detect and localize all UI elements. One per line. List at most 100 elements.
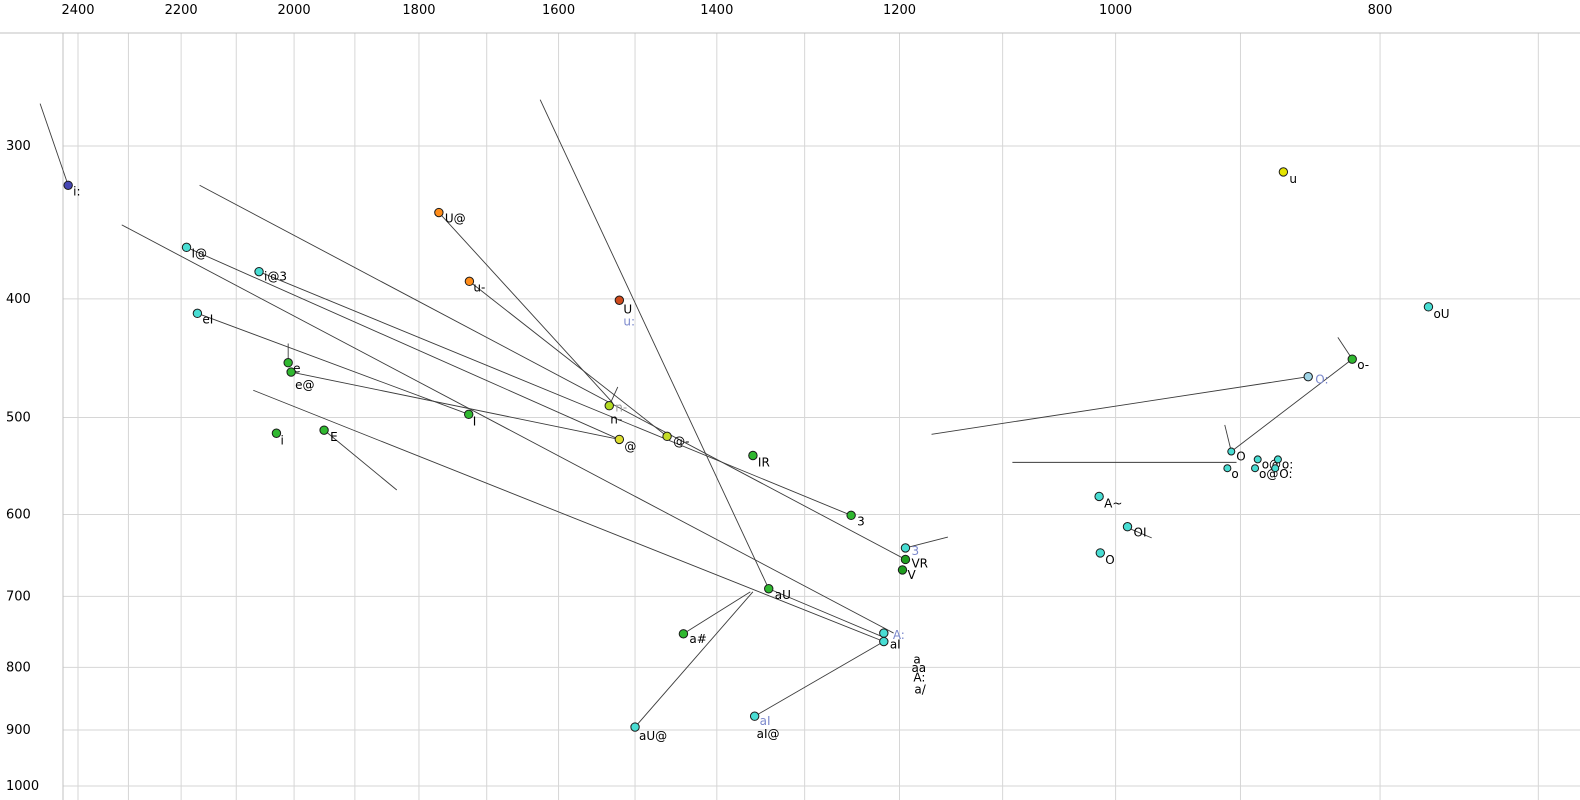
x-tick-label: 2400 — [61, 3, 94, 18]
y-tick-label: 700 — [6, 589, 31, 604]
trajectory-line — [291, 371, 620, 440]
vowel-point — [1122, 522, 1133, 532]
vowel-label: o — [1231, 467, 1238, 481]
vowel-point — [319, 425, 329, 435]
vowel-label: o: — [1282, 457, 1293, 471]
vowel-label: aI — [760, 714, 771, 728]
vowel-label: a — [913, 652, 920, 666]
trajectory-line — [438, 212, 613, 403]
vowel-label: O — [1236, 450, 1245, 464]
trajectory-line — [1224, 424, 1232, 452]
y-tick-label: 300 — [6, 139, 31, 154]
vowel-point — [464, 276, 475, 287]
trajectory-line — [186, 246, 620, 440]
vowel-point — [748, 450, 758, 461]
vowel-label: VR — [911, 556, 928, 570]
vowel-label: O: — [1315, 373, 1328, 387]
y-tick-label: 900 — [6, 723, 31, 738]
vowel-label: V — [907, 568, 916, 582]
vowel-point — [434, 207, 444, 218]
vowel-label: O — [1105, 553, 1114, 567]
y-tick-label: 500 — [6, 411, 31, 426]
vowel-point — [283, 358, 293, 368]
x-tick-label: 1600 — [542, 3, 575, 18]
trajectory-line — [323, 429, 398, 491]
vowel-point — [192, 308, 203, 319]
vowel-point — [897, 565, 908, 575]
vowel-point — [846, 510, 856, 521]
vowel-label: aa — [911, 661, 926, 675]
vowel-point — [1347, 354, 1357, 364]
trajectory-line — [634, 591, 754, 728]
vowel-label: aU@ — [639, 729, 667, 743]
vowel-label: A: — [913, 670, 925, 684]
vowel-label: n- — [615, 401, 627, 415]
vowel-point — [879, 628, 889, 638]
vowel-label: U — [623, 302, 632, 316]
vowel-point — [1227, 447, 1236, 456]
vowel-point — [1303, 371, 1313, 382]
vowel-label: i@3 — [264, 270, 287, 284]
x-tick-label: 2000 — [278, 3, 311, 18]
vowel-point — [1253, 455, 1262, 464]
vowel-label: n- — [610, 413, 622, 427]
x-tick-label: 1000 — [1099, 3, 1132, 18]
vowel-point — [614, 434, 625, 445]
x-tick-label: 2200 — [165, 3, 198, 18]
trajectory-line — [253, 389, 884, 642]
vowel-point — [614, 295, 625, 305]
x-tick-label: 1200 — [883, 3, 916, 18]
vowel-point — [900, 543, 911, 553]
vowel-label: aU — [775, 588, 791, 602]
vowel-label: E — [330, 430, 338, 444]
vowel-point — [1223, 464, 1232, 473]
vowel-label: @- — [673, 434, 689, 448]
vowel-point — [464, 409, 474, 420]
trajectory-line — [1231, 358, 1353, 452]
vowel-point — [1095, 548, 1105, 558]
trajectory-line — [199, 184, 906, 560]
vowel-label: A~ — [1104, 496, 1122, 510]
y-tick-label: 400 — [6, 292, 31, 307]
vowel-point — [678, 629, 689, 639]
vowel-label: eI — [202, 312, 213, 326]
vowel-label: 3 — [911, 544, 919, 558]
trajectory-line — [121, 224, 894, 634]
vowel-point — [254, 266, 264, 277]
x-tick-label: 1800 — [402, 3, 435, 18]
vowel-label: I — [473, 414, 477, 428]
vowel-point — [63, 180, 73, 190]
vowel-point — [286, 367, 296, 377]
vowel-point — [900, 554, 911, 565]
vowel-label: I@ — [192, 246, 208, 260]
x-tick-label: 800 — [1368, 3, 1393, 18]
trajectory-line — [539, 99, 770, 589]
vowel-label: u- — [473, 280, 485, 294]
vowel-label: i: — [73, 184, 80, 198]
vowel-point — [1094, 491, 1104, 502]
vowel-label: i — [280, 433, 283, 447]
trajectory-line — [905, 536, 949, 549]
x-tick-label: 1400 — [700, 3, 733, 18]
vowel-label: OI — [1134, 526, 1147, 540]
vowel-point — [604, 401, 614, 411]
vowel-point — [1423, 302, 1434, 312]
vowel-point — [764, 584, 774, 594]
vowel-point — [749, 711, 760, 721]
vowel-point — [181, 242, 192, 253]
y-tick-label: 600 — [6, 507, 31, 522]
vowel-label: aI@ — [757, 727, 780, 741]
trajectory-line — [768, 588, 884, 638]
trajectory-line — [197, 312, 469, 415]
vowel-label: e@ — [295, 378, 314, 392]
trajectory-line — [931, 376, 1309, 435]
vowel-label: a/ — [914, 683, 926, 697]
vowel-point — [1273, 455, 1282, 464]
y-tick-label: 800 — [6, 660, 31, 675]
vowel-label: A: — [893, 628, 905, 642]
y-tick-label: 1000 — [6, 779, 39, 794]
trajectory-line — [39, 103, 69, 186]
trajectory-line — [258, 271, 852, 516]
